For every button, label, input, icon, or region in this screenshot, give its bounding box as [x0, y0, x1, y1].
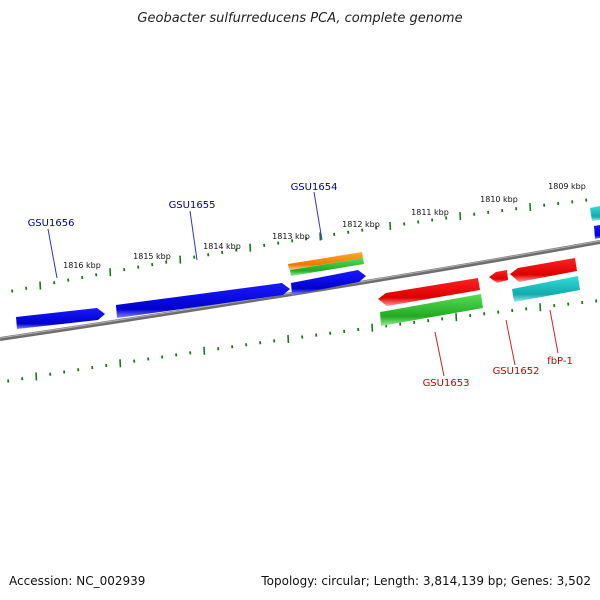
gene-label-gsu1653[interactable]: GSU1653 — [423, 378, 470, 389]
gene-cyan-edge[interactable] — [590, 206, 600, 221]
gene-gsu1654-arrow[interactable] — [291, 270, 366, 295]
gene-label-gsu1654[interactable]: GSU1654 — [291, 182, 338, 193]
gene-label-gsu1655[interactable]: GSU1655 — [169, 200, 216, 211]
scale-label-1816: 1816 kbp — [63, 261, 101, 270]
gene-label-gsu1656[interactable]: GSU1656 — [28, 218, 75, 229]
gene-label-gsu1652[interactable]: GSU1652 — [493, 366, 540, 377]
gene-gsu1652-arrow[interactable] — [489, 270, 508, 283]
forward-strand-genes — [16, 252, 366, 329]
scale-label-1810: 1810 kbp — [480, 195, 518, 204]
map-title: Geobacter sulfurreducens PCA, complete g… — [137, 11, 462, 26]
scale-labels: 1816 kbp 1815 kbp 1814 kbp 1813 kbp 1812… — [63, 182, 586, 270]
lower-scale-ticks — [7, 299, 598, 383]
scale-label-1812: 1812 kbp — [342, 220, 380, 229]
gene-green-bar-lower[interactable] — [380, 294, 483, 326]
gene-gsu1656-arrow[interactable] — [16, 308, 105, 329]
scale-label-1814: 1814 kbp — [203, 242, 241, 251]
reverse-strand-genes — [378, 206, 600, 326]
scale-label-1809: 1809 kbp — [548, 182, 586, 191]
gene-gsu1655-arrow[interactable] — [116, 283, 290, 318]
upper-scale-ticks — [11, 198, 588, 293]
accession-text: Accession: NC_002939 — [9, 574, 146, 588]
gene-gsu1653-arrow[interactable] — [378, 278, 480, 306]
gene-blue-edge[interactable] — [594, 225, 600, 239]
gene-cyan-bar[interactable] — [512, 276, 580, 302]
gene-labels: GSU1656 GSU1655 GSU1654 GSU1653 GSU1652 … — [28, 182, 573, 389]
label-leader-lines — [47, 191, 559, 377]
scale-label-1811: 1811 kbp — [411, 208, 449, 217]
genome-summary-text: Topology: circular; Length: 3,814,139 bp… — [261, 574, 591, 588]
gene-fbp1-arrow[interactable] — [510, 258, 577, 282]
scale-label-1813: 1813 kbp — [272, 232, 310, 241]
scale-label-1815: 1815 kbp — [133, 252, 171, 261]
gene-green-bar-upper[interactable] — [290, 258, 364, 276]
gene-label-fbp1[interactable]: fbP-1 — [547, 356, 573, 367]
gene-orange-bar[interactable] — [288, 252, 363, 270]
